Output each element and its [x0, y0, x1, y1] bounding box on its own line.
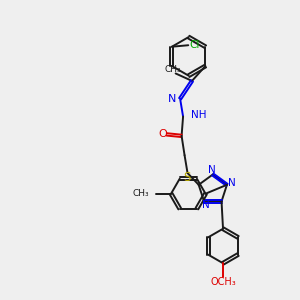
Text: Cl: Cl — [189, 40, 200, 50]
Text: N: N — [202, 200, 209, 210]
Text: CH₃: CH₃ — [132, 189, 149, 198]
Text: O: O — [158, 129, 167, 140]
Text: S: S — [183, 171, 190, 184]
Text: OCH₃: OCH₃ — [210, 277, 236, 287]
Text: CH₃: CH₃ — [165, 64, 181, 74]
Text: NH: NH — [191, 110, 207, 120]
Text: N: N — [168, 94, 176, 104]
Text: N: N — [227, 178, 235, 188]
Text: N: N — [208, 165, 216, 175]
